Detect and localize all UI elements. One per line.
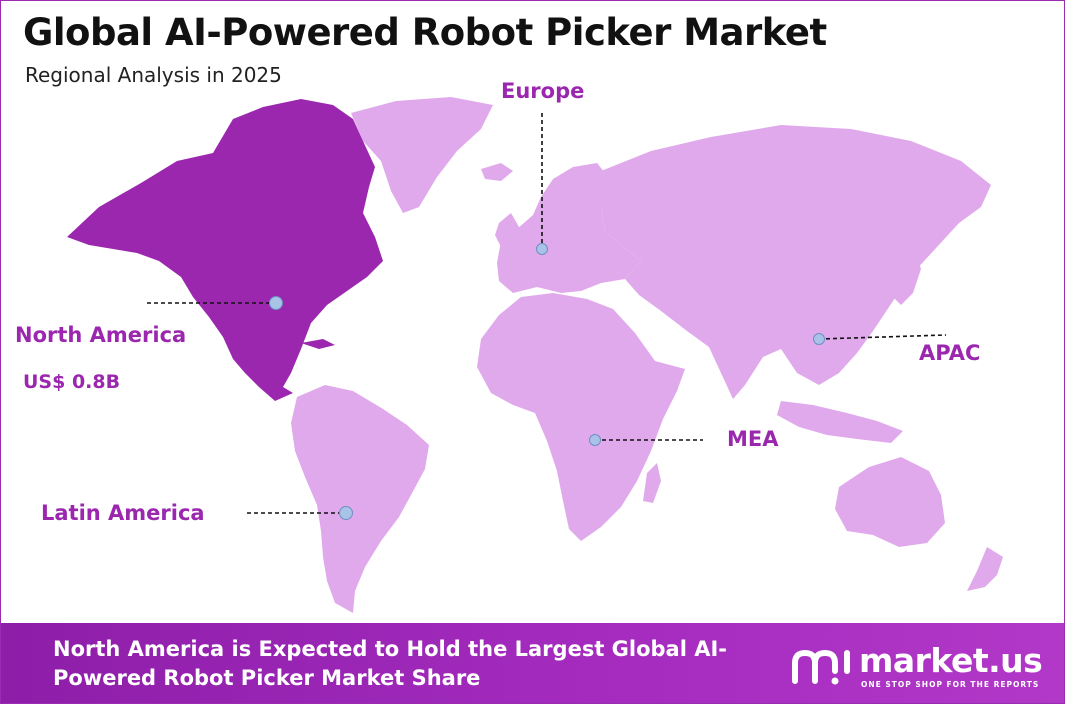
latin-america-marker <box>339 506 353 520</box>
banner-text: North America is Expected to Hold the La… <box>53 637 728 690</box>
southeast-asia-islands-shape <box>777 401 903 443</box>
region-label-mea: MEA <box>727 427 779 451</box>
south-america-shape <box>291 385 429 613</box>
page-subtitle: Regional Analysis in 2025 <box>25 63 282 87</box>
logo-tagline: ONE STOP SHOP FOR THE REPORTS <box>861 680 1040 689</box>
apac-marker <box>813 333 825 345</box>
new-zealand-shape <box>967 547 1003 591</box>
madagascar-shape <box>643 463 661 503</box>
africa-shape <box>477 293 685 541</box>
japan-shape <box>893 249 921 305</box>
caribbean-shape <box>301 339 335 349</box>
greenland-shape <box>351 97 493 213</box>
region-label-north-america: North America <box>15 323 187 347</box>
region-label-europe: Europe <box>501 79 585 103</box>
market-us-logo-icon <box>792 650 850 685</box>
north-america-marker <box>269 296 283 310</box>
mea-marker <box>589 434 601 446</box>
iceland-shape <box>481 163 513 181</box>
footer-banner <box>1 623 1064 703</box>
north-america-shape <box>67 99 383 401</box>
europe-marker <box>536 243 548 255</box>
british-isles-shape <box>495 213 519 247</box>
asia-shape <box>601 125 991 399</box>
region-label-apac: APAC <box>919 341 981 365</box>
region-value-north-america: US$ 0.8B <box>23 371 121 393</box>
apac-leader-line <box>818 334 947 340</box>
region-label-latin-america: Latin America <box>41 501 205 525</box>
logo-name: market.us <box>859 641 1043 680</box>
australia-shape <box>835 457 945 547</box>
page-title: Global AI-Powered Robot Picker Market <box>23 11 827 54</box>
